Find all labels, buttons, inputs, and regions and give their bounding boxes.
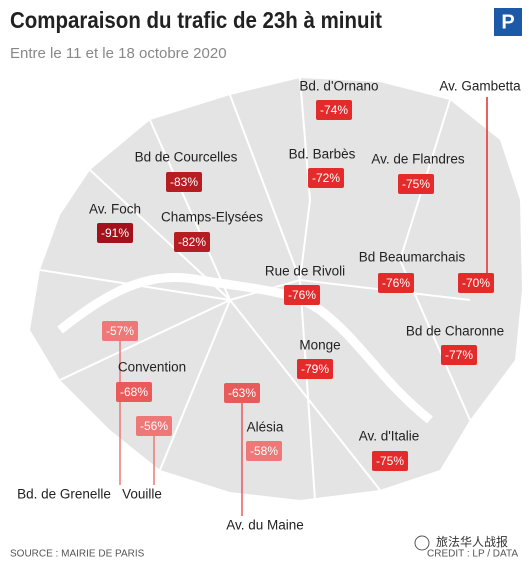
subtitle: Entre le 11 et le 18 octobre 2020	[10, 45, 227, 62]
value-badge	[174, 232, 210, 252]
street-name: Bd. de Grenelle	[17, 487, 111, 502]
street-name: Bd. d'Ornano	[299, 79, 378, 94]
value-badge	[458, 273, 494, 293]
value-label: -76%	[288, 288, 316, 302]
value-badge	[116, 382, 152, 402]
value-label: -75%	[402, 177, 430, 191]
value-label: -74%	[320, 103, 348, 117]
value-badge	[441, 345, 477, 365]
value-badge	[378, 273, 414, 293]
street-name: Av. d'Italie	[359, 429, 420, 444]
street-name: Av. du Maine	[226, 518, 304, 533]
value-label: -70%	[462, 276, 490, 290]
credit: CREDIT : LP / DATA	[427, 549, 518, 560]
value-label: -83%	[170, 175, 198, 189]
street-name: Rue de Rivoli	[265, 264, 345, 279]
value-badge	[97, 223, 133, 243]
street-name: Monge	[299, 338, 340, 353]
street-name: Av. de Flandres	[371, 152, 465, 167]
value-badge	[102, 321, 138, 341]
street-name: Bd de Charonne	[406, 324, 504, 339]
street-name: Champs-Elysées	[161, 210, 263, 225]
value-badge	[316, 100, 352, 120]
value-badge	[136, 416, 172, 436]
value-label: -56%	[140, 419, 168, 433]
source: SOURCE : MAIRIE DE PARIS	[10, 549, 145, 560]
value-label: -57%	[106, 324, 134, 338]
value-label: -75%	[376, 454, 404, 468]
watermark: 旅法华人战报	[436, 534, 508, 549]
value-badge	[246, 441, 282, 461]
street-name: Bd. Barbès	[289, 147, 356, 162]
watermark-icon	[414, 535, 430, 551]
street-name: Bd de Courcelles	[135, 150, 238, 165]
value-label: -76%	[382, 276, 410, 290]
value-badge	[297, 359, 333, 379]
value-badge	[372, 451, 408, 471]
value-label: -72%	[312, 171, 340, 185]
value-label: -68%	[120, 385, 148, 399]
river	[57, 272, 433, 424]
value-label: -79%	[301, 362, 329, 376]
street-name: Convention	[118, 360, 186, 375]
value-badge	[224, 383, 260, 403]
value-badge	[398, 174, 434, 194]
street-name: Av. Foch	[89, 202, 141, 217]
logo-box	[494, 8, 522, 36]
street-name: Bd Beaumarchais	[359, 250, 466, 265]
value-badge	[308, 168, 344, 188]
street-name: Alésia	[247, 420, 284, 435]
value-badge	[166, 172, 202, 192]
street-name: Av. Gambetta	[439, 79, 521, 94]
street-name: Vouille	[122, 487, 162, 502]
value-label: -91%	[101, 226, 129, 240]
value-badge	[284, 285, 320, 305]
value-label: -63%	[228, 386, 256, 400]
value-label: -58%	[250, 444, 278, 458]
title: Comparaison du trafic de 23h à minuit	[10, 7, 382, 33]
value-label: -82%	[178, 235, 206, 249]
logo: P	[501, 11, 514, 33]
value-label: -77%	[445, 348, 473, 362]
